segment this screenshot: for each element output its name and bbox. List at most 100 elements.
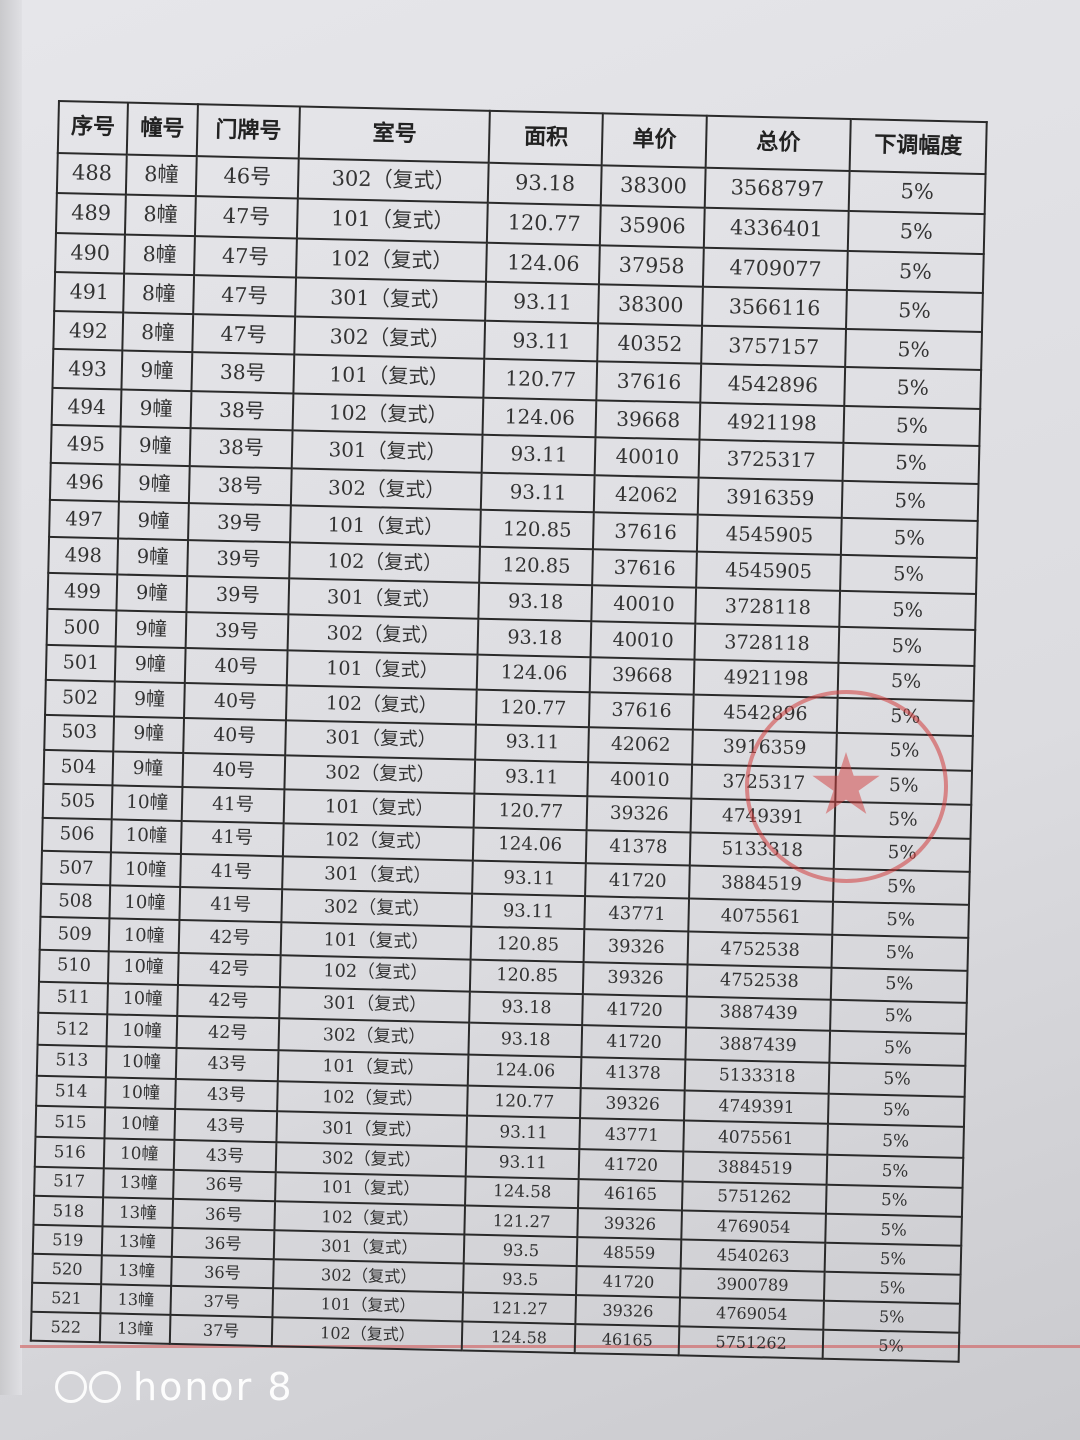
cell-index: 502 xyxy=(45,679,116,717)
cell-building: 9幢 xyxy=(117,538,188,577)
cell-total-price: 3884519 xyxy=(682,1151,828,1185)
cell-unit-price: 39326 xyxy=(586,796,692,833)
cell-area: 121.27 xyxy=(464,1205,579,1238)
cell-total-price: 3757157 xyxy=(701,325,847,368)
cell-room: 302（复式） xyxy=(298,158,490,203)
cell-door-number: 41号 xyxy=(181,786,285,824)
cell-building: 10幢 xyxy=(111,819,182,855)
cell-area: 93.5 xyxy=(463,1263,578,1296)
cell-index: 496 xyxy=(49,462,121,502)
cell-room: 101（复式） xyxy=(297,198,489,243)
cell-unit-price: 43771 xyxy=(579,1118,685,1152)
cell-door-number: 41号 xyxy=(180,820,284,857)
red-border-line xyxy=(20,1345,1080,1348)
cell-discount: 5% xyxy=(843,405,981,447)
header-building: 幢号 xyxy=(127,102,198,157)
cell-discount: 5% xyxy=(835,767,973,805)
cell-door-number: 37号 xyxy=(170,1286,274,1318)
cell-door-number: 42号 xyxy=(176,1016,280,1051)
cell-room: 301（复式） xyxy=(288,578,480,619)
cell-room: 101（复式） xyxy=(283,789,475,828)
cell-building: 9幢 xyxy=(118,501,189,540)
cell-index: 506 xyxy=(41,817,113,853)
cell-door-number: 42号 xyxy=(177,952,281,988)
cell-door-number: 38号 xyxy=(189,428,293,469)
cell-area: 120.85 xyxy=(479,546,594,586)
cell-unit-price: 37616 xyxy=(596,361,702,403)
cell-total-price: 4542896 xyxy=(693,694,838,733)
cell-area: 93.18 xyxy=(468,1023,583,1057)
cell-discount: 5% xyxy=(840,554,977,595)
cell-building: 10幢 xyxy=(106,1046,177,1079)
cell-discount: 5% xyxy=(844,367,982,409)
cell-index: 495 xyxy=(50,425,121,465)
cell-index: 510 xyxy=(38,949,110,984)
cell-room: 102（复式） xyxy=(272,1317,463,1351)
cell-building: 9幢 xyxy=(115,610,187,648)
cell-unit-price: 35906 xyxy=(600,205,705,248)
cell-building: 10幢 xyxy=(109,885,180,921)
cell-total-price: 3900789 xyxy=(680,1268,825,1302)
cell-room: 302（复式） xyxy=(278,1018,470,1055)
header-door-number: 门牌号 xyxy=(196,104,301,159)
cell-discount: 5% xyxy=(842,443,980,484)
cell-building: 9幢 xyxy=(121,350,193,391)
header-index: 序号 xyxy=(57,101,129,155)
cell-total-price: 4545905 xyxy=(696,551,842,591)
cell-building: 10幢 xyxy=(112,785,183,821)
cell-total-price: 4336401 xyxy=(703,207,849,251)
cell-area: 93.11 xyxy=(466,1146,580,1179)
cell-door-number: 40号 xyxy=(184,647,288,686)
cell-index: 504 xyxy=(43,749,114,786)
cell-room: 101（复式） xyxy=(290,505,482,547)
cell-total-price: 5133318 xyxy=(684,1059,830,1094)
cell-door-number: 47号 xyxy=(194,196,299,239)
cell-unit-price: 39326 xyxy=(575,1295,681,1327)
cell-area: 120.77 xyxy=(467,1085,582,1119)
header-total-price: 总价 xyxy=(705,115,851,171)
cell-index: 520 xyxy=(32,1254,103,1285)
cell-area: 93.5 xyxy=(464,1234,578,1267)
cell-building: 9幢 xyxy=(112,751,183,787)
cell-total-price: 4545905 xyxy=(697,514,842,555)
cell-room: 102（复式） xyxy=(292,392,484,436)
cell-room: 102（复式） xyxy=(289,542,481,583)
cell-building: 9幢 xyxy=(119,464,190,504)
cell-index: 514 xyxy=(36,1075,107,1108)
cell-discount: 5% xyxy=(825,1213,962,1247)
cell-discount: 5% xyxy=(836,732,973,771)
cell-index: 491 xyxy=(54,271,125,313)
cell-unit-price: 40010 xyxy=(595,437,700,478)
cell-discount: 5% xyxy=(838,626,976,666)
cell-total-price: 4921198 xyxy=(693,659,839,698)
cell-unit-price: 41720 xyxy=(576,1266,681,1298)
cell-room: 101（复式） xyxy=(275,1171,467,1206)
cell-discount: 5% xyxy=(841,517,978,558)
cell-door-number: 42号 xyxy=(176,984,281,1019)
cell-door-number: 41号 xyxy=(179,887,283,923)
cell-discount: 5% xyxy=(830,999,967,1035)
cell-total-price: 3728118 xyxy=(695,587,841,627)
cell-total-price: 4709077 xyxy=(703,247,848,290)
cell-discount: 5% xyxy=(826,1184,963,1217)
cell-total-price: 3884519 xyxy=(689,865,834,903)
cell-discount: 5% xyxy=(833,869,970,906)
cell-building: 10幢 xyxy=(105,1077,176,1110)
cell-area: 124.06 xyxy=(477,654,591,693)
cell-building: 13幢 xyxy=(100,1313,171,1345)
cell-door-number: 39号 xyxy=(187,503,292,543)
cell-discount: 5% xyxy=(823,1301,960,1334)
cell-room: 301（复式） xyxy=(285,720,477,760)
cell-unit-price: 39326 xyxy=(583,961,688,997)
cell-index: 492 xyxy=(53,310,124,351)
cell-index: 512 xyxy=(37,1013,108,1047)
cell-area: 93.11 xyxy=(472,860,587,897)
cell-area: 93.18 xyxy=(469,991,584,1026)
cell-building: 10幢 xyxy=(107,983,178,1017)
cell-unit-price: 41720 xyxy=(581,1025,687,1060)
cell-total-price: 3916359 xyxy=(692,729,838,768)
cell-index: 493 xyxy=(52,349,123,390)
cell-unit-price: 41378 xyxy=(586,829,691,866)
camera-watermark: honor 8 xyxy=(55,1365,294,1409)
